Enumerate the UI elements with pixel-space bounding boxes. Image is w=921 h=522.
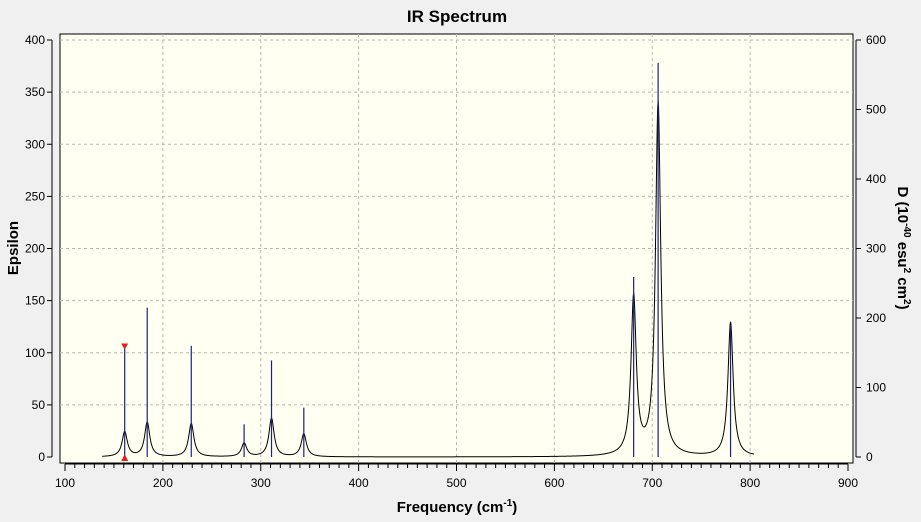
x-tick-label-1: 200	[153, 476, 173, 490]
y-right-tick-label-0: 0	[866, 450, 873, 464]
y-right-tick-label-6: 600	[866, 33, 886, 47]
marker-layer	[121, 343, 129, 461]
y-left-tick-label-0: 0	[38, 450, 45, 464]
y-left-tick-label-2: 100	[25, 346, 45, 360]
y-right-tick-label-1: 100	[866, 381, 886, 395]
y-right-axis-ticks: 0 100 200 300 400 500 600	[856, 33, 886, 464]
x-tick-label-5: 600	[544, 476, 564, 490]
y-right-label-p2: esu	[894, 238, 911, 268]
x-axis-label-sup: -1	[503, 498, 512, 509]
y-left-tick-label-8: 400	[25, 33, 45, 47]
spectrum-curve-layer	[102, 99, 755, 458]
y-right-label-sup3: 2	[901, 299, 912, 305]
x-axis-ticks: 100 200 300 400 500 600 700 800 900	[55, 464, 858, 490]
x-tick-label-2: 300	[251, 476, 271, 490]
y-right-label-sup1: -40	[901, 223, 912, 238]
y-left-tick-label-3: 150	[25, 294, 45, 308]
y-left-tick-label-6: 300	[25, 137, 45, 151]
y-right-label-p1: D (10	[894, 186, 911, 223]
y-left-tick-label-7: 350	[25, 85, 45, 99]
y-right-label-sup2: 2	[901, 268, 912, 274]
grid-lines	[60, 34, 853, 463]
y-right-label-p4: )	[894, 305, 911, 310]
y-left-tick-label-4: 200	[25, 242, 45, 256]
x-tick-label-4: 500	[446, 476, 466, 490]
y-right-tick-label-2: 200	[866, 311, 886, 325]
x-tick-label-3: 400	[349, 476, 369, 490]
y-right-tick-label-5: 500	[866, 103, 886, 117]
y-left-axis-label: Epsilon	[5, 221, 22, 275]
x-axis-label: Frequency (cm-1)	[397, 498, 518, 516]
y-left-axis-ticks: 0 50 100 150 200 250 300 350 400	[25, 33, 52, 464]
stick-lines-layer	[124, 62, 732, 457]
y-right-tick-label-4: 400	[866, 172, 886, 186]
x-axis-label-base: Frequency (cm	[397, 499, 504, 516]
x-tick-label-8: 900	[838, 476, 858, 490]
x-axis-label-tail: )	[512, 499, 517, 516]
y-left-tick-label-1: 50	[32, 398, 46, 412]
x-tick-label-0: 100	[55, 476, 75, 490]
x-tick-label-7: 800	[740, 476, 760, 490]
y-left-tick-label-5: 250	[25, 189, 45, 203]
y-right-tick-label-3: 300	[866, 242, 886, 256]
x-tick-label-6: 700	[642, 476, 662, 490]
y-right-axis-label: D (10-40 esu2 cm2)	[894, 186, 912, 309]
chart-title: IR Spectrum	[407, 7, 507, 26]
spectrum-curve	[102, 99, 755, 458]
y-right-label-p3: cm	[894, 273, 911, 299]
mode-marker-bottom	[121, 454, 129, 461]
mode-marker-top	[121, 343, 129, 350]
